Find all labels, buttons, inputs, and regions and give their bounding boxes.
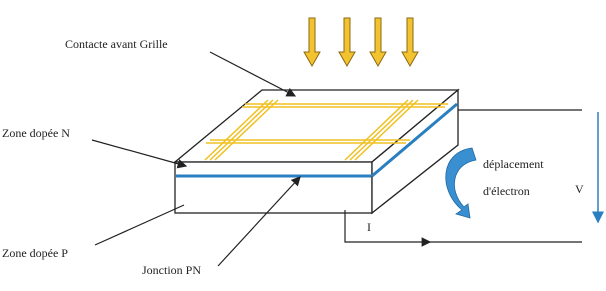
label: Contacte avant Grille — [65, 37, 168, 51]
leader-lines — [91, 51, 301, 267]
grid-contacts — [204, 99, 448, 161]
label: I — [367, 220, 371, 234]
junction-line — [176, 102, 458, 178]
electron-arrow — [445, 147, 477, 219]
label: d'électron — [483, 184, 530, 198]
cell-slab — [173, 88, 460, 215]
label: déplacement — [483, 157, 544, 171]
label: V — [575, 182, 584, 196]
label: Jonction PN — [142, 263, 201, 277]
circuit-wires — [344, 109, 582, 247]
light-arrows — [303, 17, 419, 68]
label: Zone dopée P — [2, 246, 68, 260]
label: Zone dopée N — [2, 126, 70, 140]
